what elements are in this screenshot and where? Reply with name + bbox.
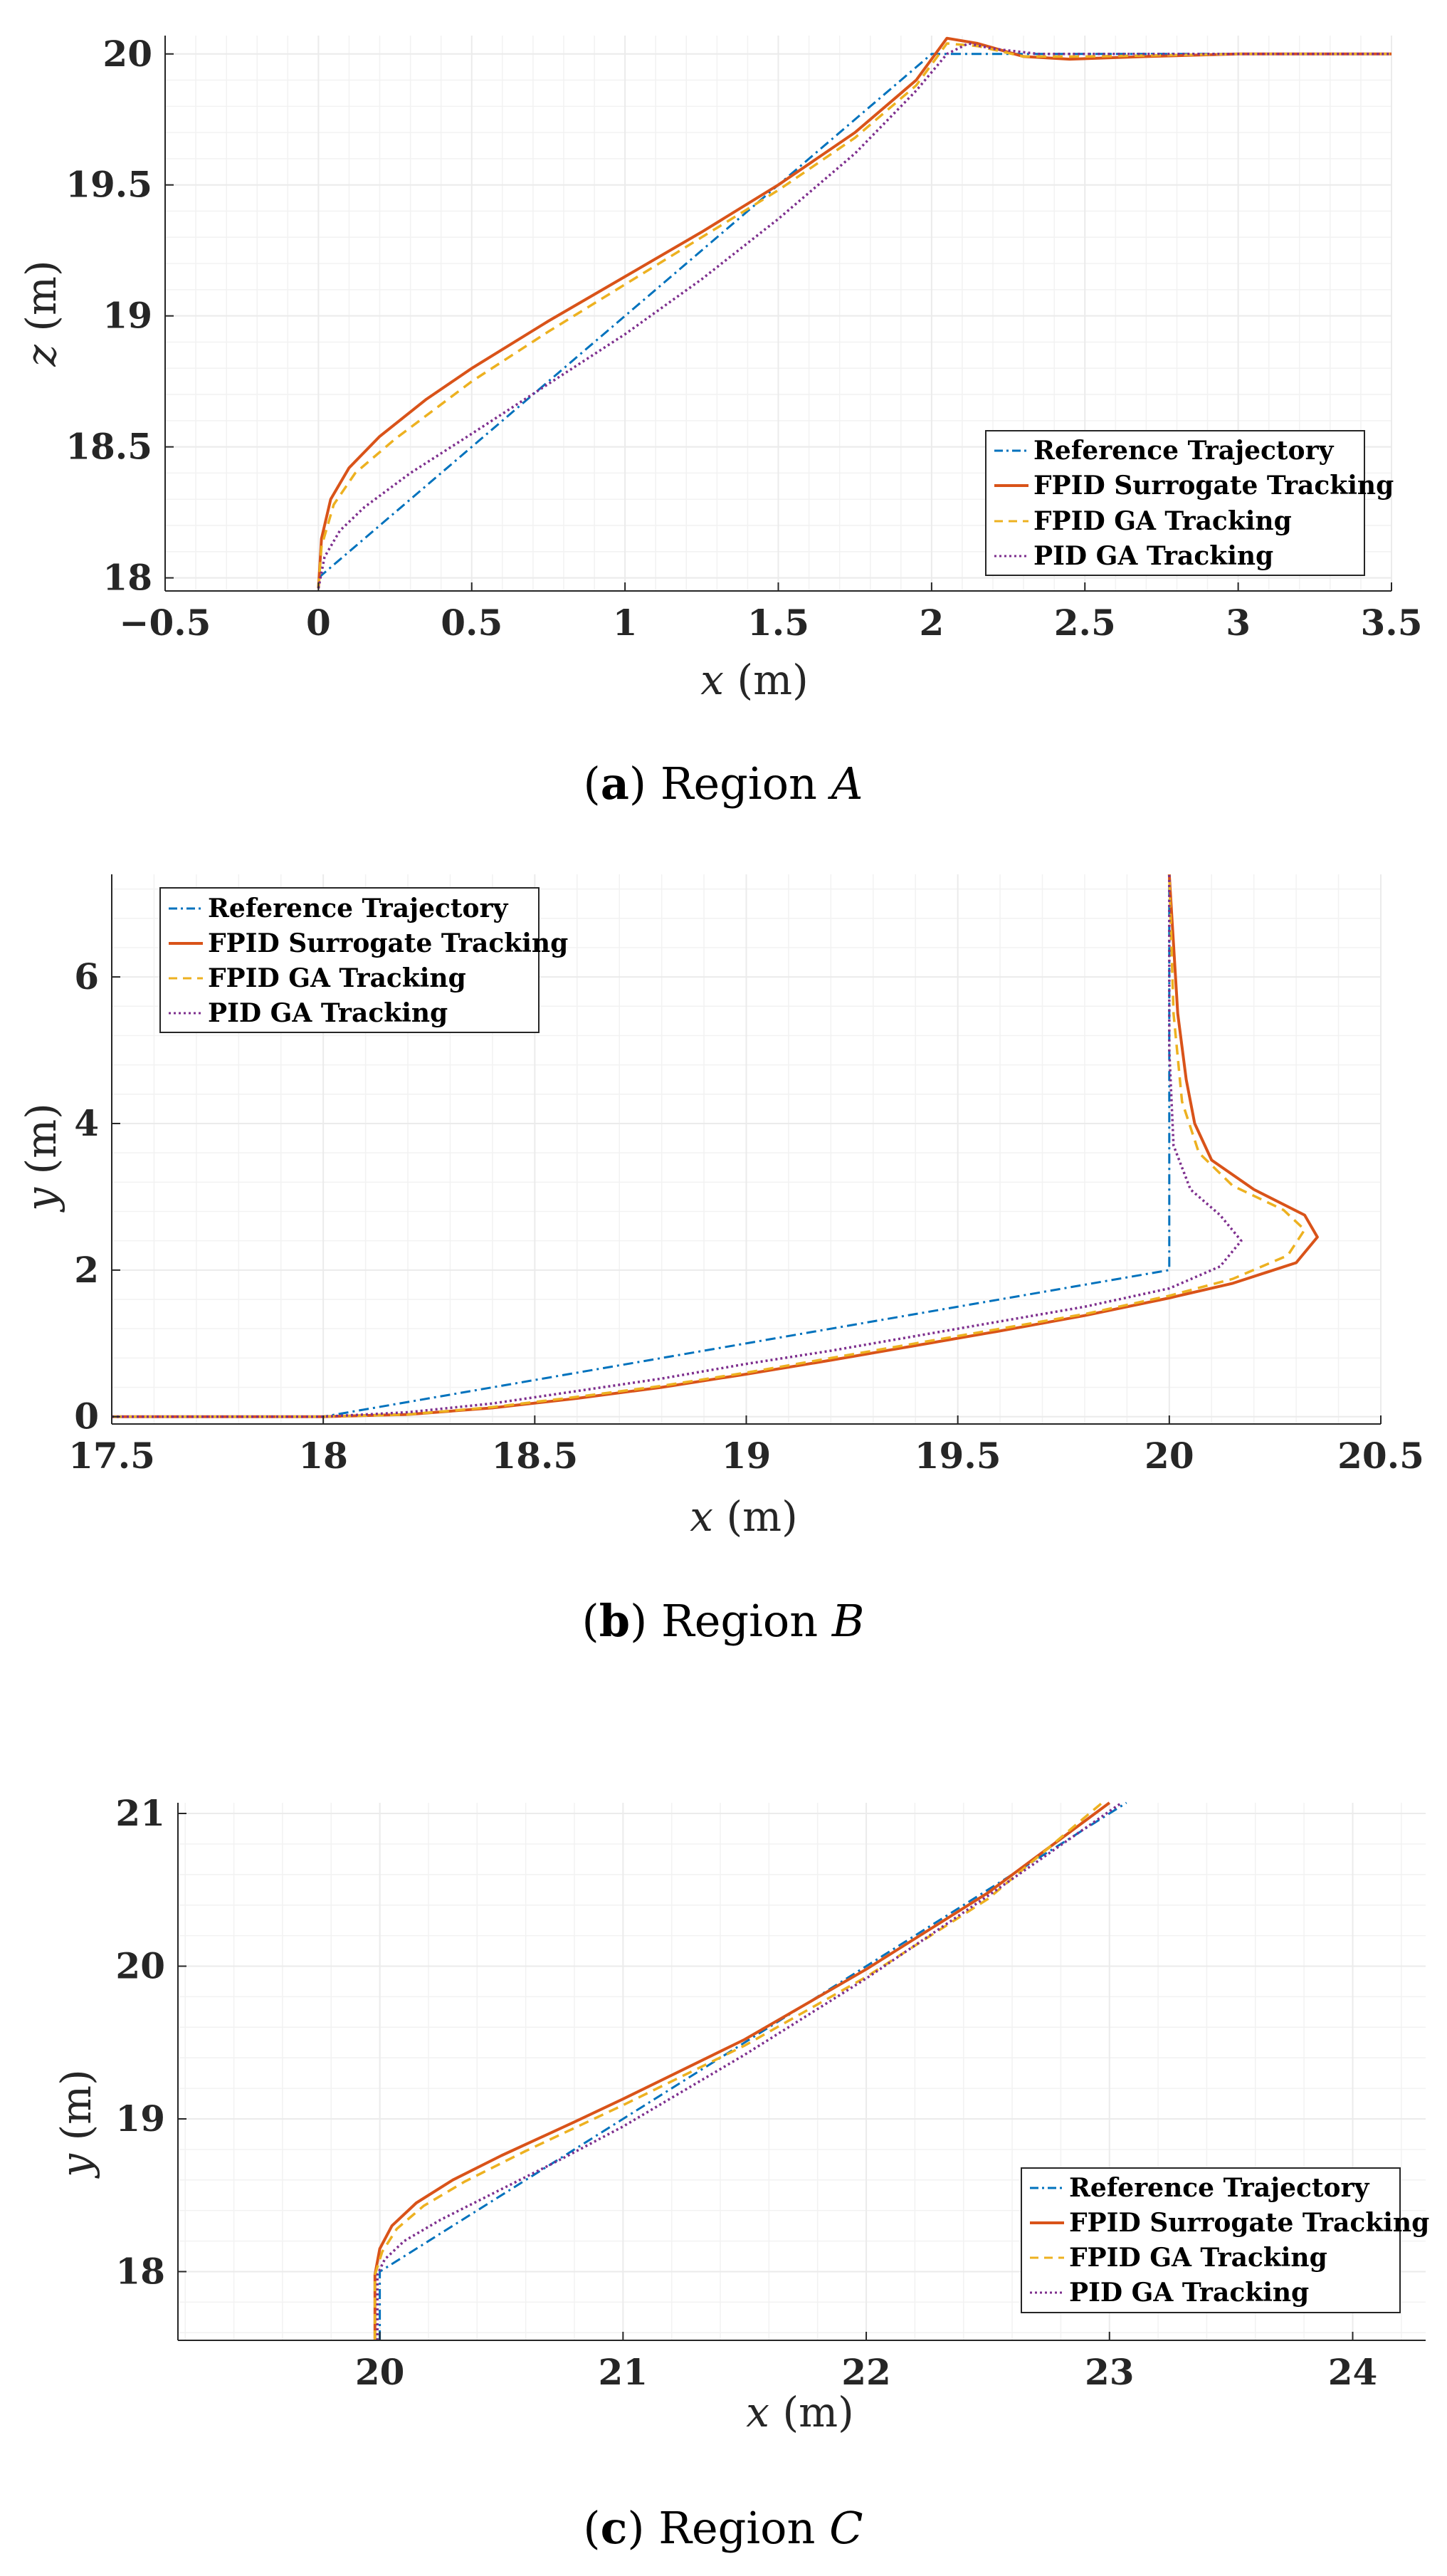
- legend-label-pid-ga-c: PID GA Tracking: [1069, 2278, 1309, 2308]
- legend-label-pid-ga-a: PID GA Tracking: [1033, 541, 1273, 571]
- panel-region-b: 17.5 18 18.5 19 19.5 20 20.5 0 2 4 6 x (m) y (m) R…: [17, 874, 1424, 1647]
- x-tick-label: 3: [1226, 602, 1251, 644]
- series-line-pid-ga-tracking-c: [376, 1801, 1122, 2340]
- legend-box-b: [159, 887, 540, 1033]
- y-axis-label-b: y (m): [17, 1103, 65, 1213]
- x-tick-label: 24: [1328, 2351, 1378, 2393]
- y-tick-label: 21: [115, 1792, 165, 1834]
- x-tick-label: 22: [841, 2351, 891, 2393]
- legend-label-fpid-ga-a: FPID GA Tracking: [1033, 506, 1292, 536]
- y-tick-label: 19: [115, 2098, 165, 2140]
- grid-c: [178, 1803, 1426, 2340]
- y-tick-label: 18.5: [65, 426, 152, 468]
- x-tick-label: 17.5: [68, 1435, 155, 1477]
- series-line-fpid-surrogate-tracking-a: [317, 36, 1391, 589]
- x-tick-label: 3.5: [1361, 602, 1423, 644]
- y-tick-label: 4: [74, 1102, 99, 1144]
- y-tick-label: 0: [74, 1396, 99, 1438]
- x-tick-label: 21: [599, 2351, 648, 2393]
- legend-a: Reference Trajectory FPID Surrogate Trac…: [985, 430, 1394, 576]
- legend-label-reference-c: Reference Trajectory: [1069, 2173, 1370, 2203]
- y-tick-label: 19.5: [65, 164, 152, 206]
- legend-c: Reference Trajectory FPID Surrogate Trac…: [1021, 2167, 1429, 2313]
- caption-region-b: (b) Region B: [582, 1595, 865, 1647]
- axes-a: [164, 36, 1392, 592]
- series-group-b: [112, 874, 1319, 1418]
- y-tick-label: 20: [102, 33, 152, 75]
- legend-box-a: [985, 430, 1365, 576]
- tick-labels-b: 17.5 18 18.5 19 19.5 20 20.5 0 2 4 6: [68, 955, 1424, 1477]
- x-tick-label: 18: [298, 1435, 348, 1477]
- y-tick-label: 2: [74, 1249, 99, 1291]
- series-line-fpid-surrogate-tracking-c: [373, 1801, 1110, 2340]
- y-axis-label-a: z (m): [17, 260, 65, 367]
- series-group-a: [317, 36, 1391, 589]
- caption-region-c: (c) Region C: [583, 2502, 863, 2554]
- x-tick-label: 18.5: [491, 1435, 578, 1477]
- x-tick-label: 2: [919, 602, 944, 644]
- legend-label-reference-a: Reference Trajectory: [1033, 436, 1335, 466]
- y-tick-label: 19: [102, 295, 152, 337]
- x-tick-label: 20: [355, 2351, 405, 2393]
- y-tick-label: 18: [115, 2250, 165, 2292]
- x-axis-label-c: x (m): [746, 2388, 853, 2436]
- series-line-fpid-ga-tracking-a: [317, 42, 1391, 589]
- x-tick-label: 19: [722, 1435, 772, 1477]
- x-tick-label: 0: [306, 602, 331, 644]
- panel-region-a: −0.5 0 0.5 1 1.5 2 2.5 3 3.5 18 18.5 19 19.5 20 x (m)…: [17, 33, 1423, 810]
- series-line-fpid-surrogate-tracking-b: [112, 874, 1319, 1418]
- x-axis-label-b: x (m): [690, 1492, 797, 1541]
- y-tick-label: 18: [102, 557, 152, 599]
- axes-c: [177, 1803, 1426, 2341]
- x-tick-label: 19.5: [915, 1435, 1001, 1477]
- legend-label-pid-ga-b: PID GA Tracking: [208, 998, 448, 1028]
- legend-label-fpid-surrogate-a: FPID Surrogate Tracking: [1033, 471, 1394, 501]
- y-tick-label: 6: [74, 955, 99, 998]
- series-line-fpid-ga-tracking-b: [112, 874, 1306, 1418]
- series-line-fpid-ga-tracking-c: [374, 1801, 1103, 2340]
- tick-labels-c: 20 21 22 23 24 18 19 20 21: [115, 1792, 1377, 2393]
- caption-region-a: (a) Region A: [584, 758, 863, 810]
- panel-region-c: 20 21 22 23 24 18 19 20 21 x (m) y (m) Reference…: [52, 1792, 1429, 2554]
- y-axis-label-c: y (m): [52, 2069, 100, 2179]
- x-tick-label: 1.5: [747, 602, 809, 644]
- series-line-reference-trajectory-a: [317, 53, 1391, 579]
- x-tick-label: 20.5: [1337, 1435, 1424, 1477]
- series-line-pid-ga-tracking-a: [317, 42, 1391, 589]
- x-axis-label-a: x (m): [700, 656, 808, 704]
- x-tick-label: 2.5: [1054, 602, 1116, 644]
- y-tick-label: 20: [115, 1945, 165, 1987]
- x-tick-label: 20: [1145, 1435, 1194, 1477]
- legend-b: Reference Trajectory FPID Surrogate Trac…: [159, 887, 568, 1033]
- x-tick-label: 23: [1085, 2351, 1135, 2393]
- series-line-reference-trajectory-c: [379, 1801, 1127, 2340]
- legend-label-fpid-ga-c: FPID GA Tracking: [1069, 2243, 1327, 2273]
- tick-labels-a: −0.5 0 0.5 1 1.5 2 2.5 3 3.5 18 18.5 19 19.5 20: [65, 33, 1422, 644]
- axes-b: [111, 874, 1382, 1425]
- legend-label-fpid-ga-b: FPID GA Tracking: [208, 963, 466, 993]
- legend-box-c: [1021, 2167, 1401, 2313]
- series-group-c: [373, 1801, 1127, 2340]
- x-tick-label: −0.5: [120, 602, 211, 644]
- x-tick-label: 0.5: [441, 602, 502, 644]
- x-tick-label: 1: [613, 602, 638, 644]
- legend-label-fpid-surrogate-b: FPID Surrogate Tracking: [208, 928, 568, 958]
- legend-label-reference-b: Reference Trajectory: [208, 894, 509, 923]
- legend-label-fpid-surrogate-c: FPID Surrogate Tracking: [1069, 2208, 1429, 2238]
